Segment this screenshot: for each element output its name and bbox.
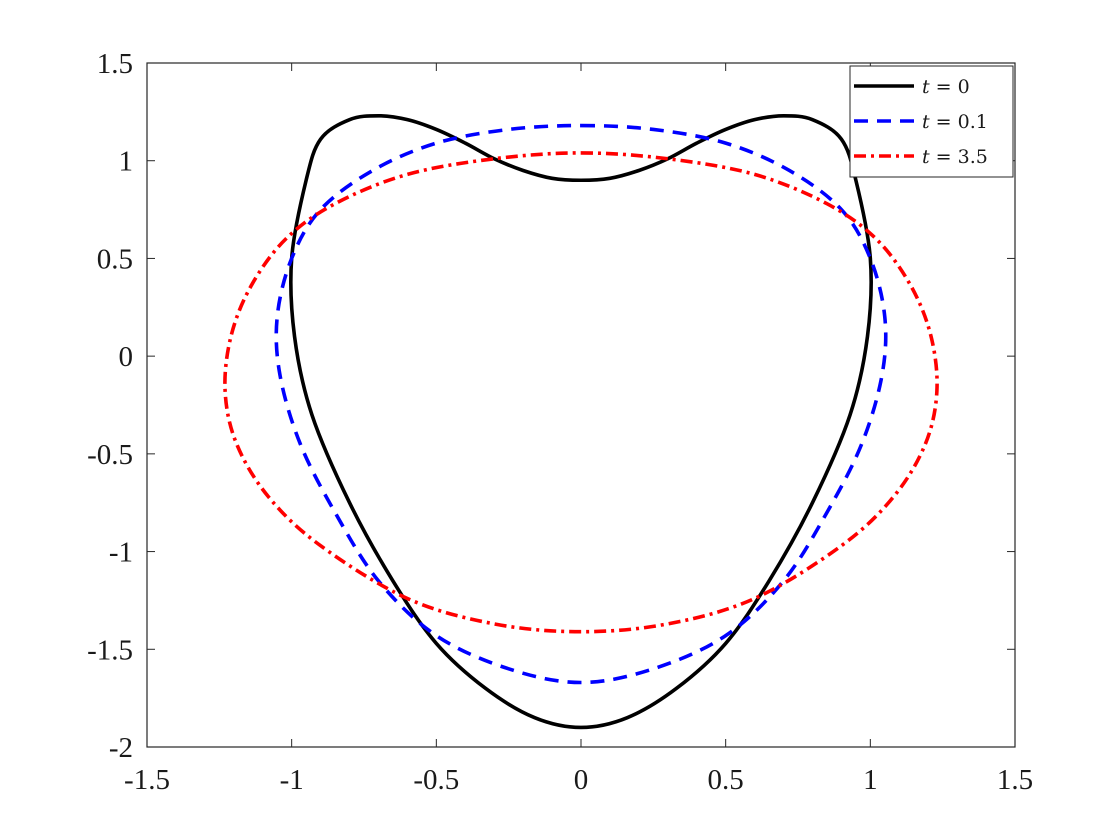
y-tick-label: 0 bbox=[119, 341, 134, 373]
y-tick-label: 0.5 bbox=[97, 243, 133, 275]
x-tick-label: -0.5 bbox=[413, 764, 459, 796]
series-layer bbox=[223, 113, 939, 730]
y-tick-label: -0.5 bbox=[87, 439, 133, 471]
y-tick-label: -2 bbox=[109, 732, 133, 764]
y-tick-label: 1 bbox=[119, 146, 134, 178]
legend-label-1: t = 0 bbox=[922, 76, 970, 98]
legend: t = 0 t = 0.1 t = 3.5 bbox=[849, 65, 1014, 178]
x-tick-label: -1 bbox=[280, 764, 304, 796]
x-tick-labels: -1.5 -1 -0.5 0 0.5 1 1.5 bbox=[124, 764, 1033, 796]
legend-label-2: t = 0.1 bbox=[922, 111, 988, 133]
y-tick-label: 1.5 bbox=[97, 48, 133, 80]
x-tick-label: 1.5 bbox=[997, 764, 1033, 796]
x-tick-label: -1.5 bbox=[124, 764, 170, 796]
y-tick-labels: 1.5 1 0.5 0 -0.5 -1 -1.5 -2 bbox=[87, 48, 133, 764]
y-tick-label: -1.5 bbox=[87, 634, 133, 666]
y-tick-label: -1 bbox=[109, 537, 133, 569]
series-line-1 bbox=[289, 113, 873, 730]
x-tick-label: 0.5 bbox=[708, 764, 744, 796]
series-line-3 bbox=[223, 151, 939, 634]
series-line-2 bbox=[274, 123, 888, 685]
legend-label-3: t = 3.5 bbox=[922, 146, 988, 168]
x-tick-label: 0 bbox=[574, 764, 589, 796]
x-tick-label: 1 bbox=[863, 764, 878, 796]
